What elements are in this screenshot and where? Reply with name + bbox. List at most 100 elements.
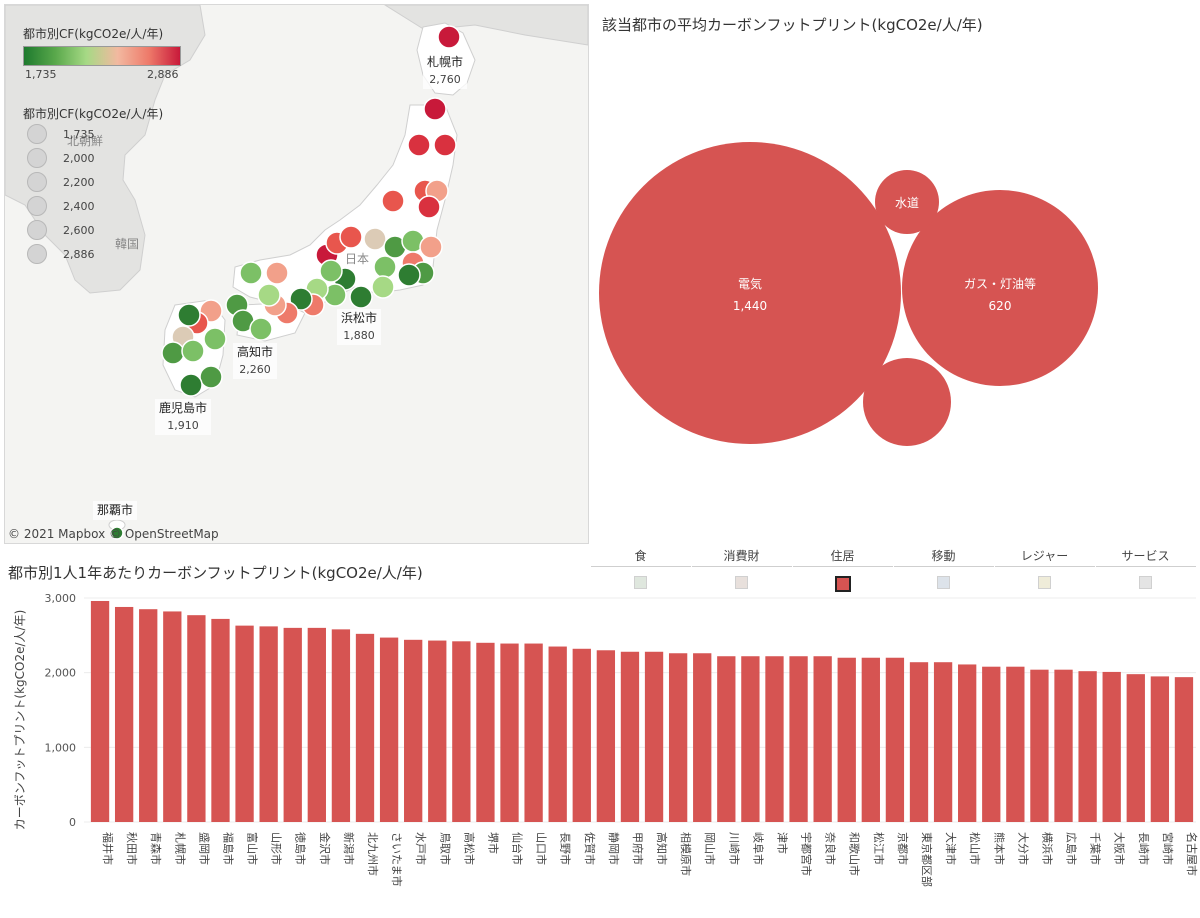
bar[interactable] xyxy=(1174,677,1194,822)
city-dot[interactable] xyxy=(349,285,373,309)
bar[interactable] xyxy=(500,643,519,822)
category-item[interactable]: 食 xyxy=(590,546,691,592)
bar[interactable] xyxy=(958,664,977,822)
bar[interactable] xyxy=(717,656,736,822)
bar[interactable] xyxy=(283,627,302,822)
category-swatch[interactable] xyxy=(834,576,851,592)
bar[interactable] xyxy=(861,657,880,822)
bar[interactable] xyxy=(428,640,447,822)
bar[interactable] xyxy=(1006,666,1025,822)
bar[interactable] xyxy=(404,639,423,822)
bubble-gas-kerosene[interactable]: ガス・灯油等 620 xyxy=(902,190,1098,386)
city-label-kagoshima[interactable]: 鹿児島市 1,910 xyxy=(155,399,212,435)
bar[interactable] xyxy=(933,662,953,822)
city-dot[interactable] xyxy=(371,275,395,299)
bar[interactable] xyxy=(1078,671,1097,822)
city-dot[interactable] xyxy=(319,259,343,283)
category-swatch[interactable] xyxy=(735,576,748,589)
category-swatch[interactable] xyxy=(937,576,950,589)
bar[interactable] xyxy=(789,656,808,822)
city-dot[interactable] xyxy=(257,283,281,307)
bar[interactable] xyxy=(379,637,399,822)
bar[interactable] xyxy=(211,618,230,822)
bar[interactable] xyxy=(187,615,206,822)
x-tick-label: 長野市 xyxy=(559,832,573,865)
category-item[interactable]: 移動 xyxy=(893,546,994,592)
map-credit[interactable]: © 2021 Mapbox © OpenStreetMap xyxy=(8,527,219,541)
city-dot[interactable] xyxy=(203,327,227,351)
city-dot[interactable] xyxy=(419,235,443,259)
size-legend-label: 2,000 xyxy=(63,151,95,165)
bar[interactable] xyxy=(259,626,278,822)
bar[interactable] xyxy=(572,648,591,822)
bar[interactable] xyxy=(668,653,688,822)
city-dot[interactable] xyxy=(289,287,313,311)
bar[interactable] xyxy=(909,662,929,822)
city-label-sapporo[interactable]: 札幌市 2,760 xyxy=(423,53,468,89)
bar[interactable] xyxy=(1102,671,1121,822)
city-dot[interactable] xyxy=(363,227,387,251)
category-item[interactable]: 消費財 xyxy=(691,546,792,592)
city-dot[interactable] xyxy=(433,133,457,157)
category-swatch[interactable] xyxy=(1139,576,1152,589)
bar[interactable] xyxy=(524,643,543,822)
bar[interactable] xyxy=(235,625,254,822)
city-dot[interactable] xyxy=(110,526,124,540)
russia-landmass xyxy=(384,5,588,46)
city-dot[interactable] xyxy=(423,97,447,121)
city-dot[interactable] xyxy=(161,341,185,365)
bar[interactable] xyxy=(548,646,567,822)
category-swatch[interactable] xyxy=(1038,576,1051,589)
bar[interactable] xyxy=(452,641,471,822)
bar[interactable] xyxy=(693,653,712,822)
bar[interactable] xyxy=(1030,669,1049,822)
category-item[interactable]: サービス xyxy=(1095,546,1196,592)
city-dot[interactable] xyxy=(249,317,273,341)
bar[interactable] xyxy=(163,611,182,822)
bar[interactable] xyxy=(644,651,664,822)
bar[interactable] xyxy=(885,657,905,822)
city-dot[interactable] xyxy=(397,263,421,287)
city-label-naha[interactable]: 那覇市 xyxy=(93,501,138,520)
city-dot[interactable] xyxy=(373,255,397,279)
map-panel[interactable]: 北朝鮮 韓国 日本 都市別CF(kgCO2e/人/年) 1,735 2,886 … xyxy=(4,4,589,544)
city-dot[interactable] xyxy=(181,339,205,363)
bar[interactable] xyxy=(114,606,134,822)
city-dot[interactable] xyxy=(407,133,431,157)
city-label-kochi[interactable]: 高知市 2,260 xyxy=(233,343,278,379)
bubble-water[interactable]: 水道 xyxy=(875,170,939,234)
bar[interactable] xyxy=(620,651,640,822)
bar[interactable] xyxy=(765,656,784,822)
bar[interactable] xyxy=(1126,674,1145,822)
bar[interactable] xyxy=(596,650,616,822)
japan-map[interactable]: 北朝鮮 韓国 日本 xyxy=(5,5,588,543)
bubble-other[interactable] xyxy=(863,358,951,446)
bar[interactable] xyxy=(90,600,110,822)
city-dot[interactable] xyxy=(339,225,363,249)
city-dot[interactable] xyxy=(417,195,441,219)
category-swatch[interactable] xyxy=(634,576,647,589)
city-label-hamamatsu[interactable]: 浜松市 1,880 xyxy=(337,309,382,345)
bar[interactable] xyxy=(837,657,856,822)
bubble-electricity[interactable]: 電気 1,440 xyxy=(599,142,901,444)
category-item[interactable]: 住居 xyxy=(792,546,893,592)
city-dot[interactable] xyxy=(179,373,203,397)
city-dot[interactable] xyxy=(177,303,201,327)
bar[interactable] xyxy=(307,627,326,822)
bar[interactable] xyxy=(331,629,351,822)
bar[interactable] xyxy=(813,656,832,822)
bar[interactable] xyxy=(1054,669,1073,822)
city-dot[interactable] xyxy=(199,365,223,389)
city-dot[interactable] xyxy=(265,261,289,285)
bar[interactable] xyxy=(139,609,158,822)
bar[interactable] xyxy=(476,642,495,822)
category-label: 消費財 xyxy=(691,546,792,567)
category-item[interactable]: レジャー xyxy=(994,546,1095,592)
bar[interactable] xyxy=(741,656,760,822)
bar[interactable] xyxy=(1150,676,1170,822)
bar[interactable] xyxy=(355,633,375,822)
city-dot[interactable] xyxy=(239,261,263,285)
bar[interactable] xyxy=(982,666,1001,822)
city-dot[interactable] xyxy=(437,25,461,49)
city-dot[interactable] xyxy=(381,189,405,213)
